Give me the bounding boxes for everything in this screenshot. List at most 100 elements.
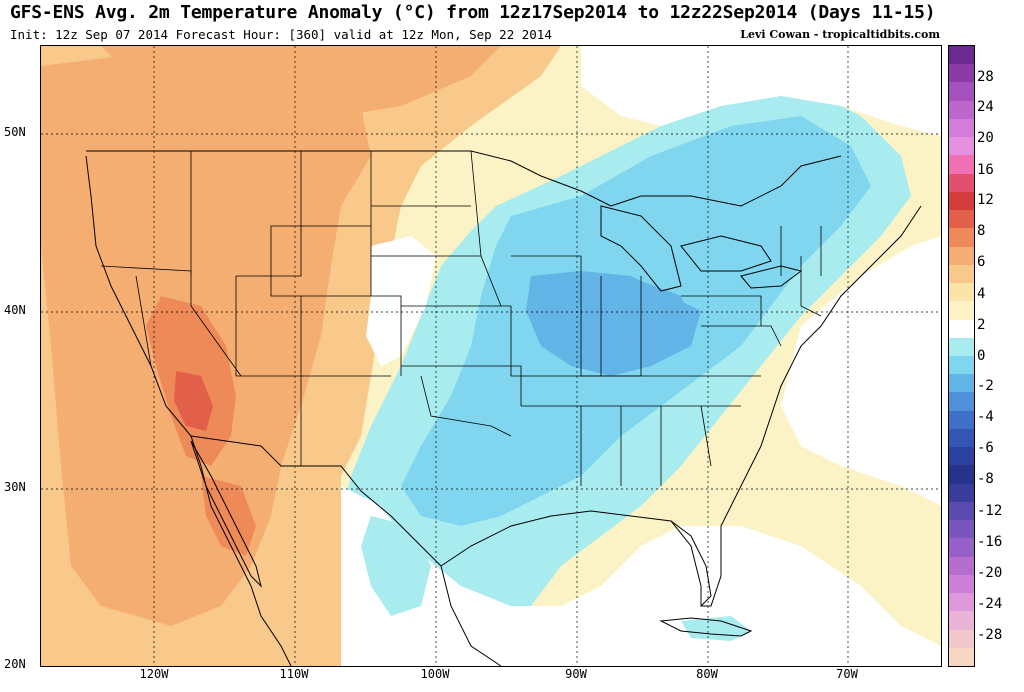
neutral-zone-canada <box>581 46 941 136</box>
state-line <box>401 365 522 406</box>
colorbar-tick-label: 6 <box>977 254 986 270</box>
colorbar-swatch <box>949 210 974 229</box>
state-line <box>100 265 192 276</box>
lon-label-90w: 90W <box>565 667 587 681</box>
colorbar-swatch <box>949 283 974 302</box>
cold-core-ohio-valley <box>601 281 691 346</box>
state-line <box>420 375 512 437</box>
state-line <box>700 405 712 467</box>
state-line <box>135 275 152 367</box>
gulf-coast-outline <box>440 205 922 607</box>
colorbar-tick-label: 12 <box>977 192 994 208</box>
colorbar-swatch <box>949 501 974 521</box>
state-line <box>236 151 302 277</box>
colorbar-swatch <box>949 264 974 284</box>
colorbar-swatch <box>949 82 974 102</box>
colorbar-swatch <box>949 246 974 266</box>
colorbar-swatch <box>949 556 974 576</box>
map-outlines <box>85 150 922 666</box>
colorbar-swatch <box>949 374 974 393</box>
colorbar-swatch <box>949 647 974 667</box>
graticule <box>41 46 941 666</box>
lat-label-20n: 20N <box>4 657 26 671</box>
map-canvas <box>41 46 941 666</box>
neutral-zone-gulf <box>341 486 941 666</box>
colorbar-swatch <box>949 301 974 321</box>
lon-label-100w: 100W <box>420 667 450 681</box>
colorbar-swatch <box>949 46 974 65</box>
colorbar-swatch <box>949 538 974 558</box>
colorbar-swatch <box>949 64 974 83</box>
lat-label-40n: 40N <box>4 303 26 317</box>
state-line <box>510 306 581 377</box>
state-line <box>800 256 822 317</box>
colorbar-swatch <box>949 356 974 375</box>
colorbar-tick-label: 0 <box>977 348 986 364</box>
colorbar-swatch <box>949 118 974 138</box>
colorbar-swatch <box>949 410 974 430</box>
colorbar-tick-label: -6 <box>977 440 994 456</box>
colorbar-tick-label: 8 <box>977 223 986 239</box>
lat-label-50n: 50N <box>4 125 26 139</box>
colorbar-swatch <box>949 465 974 485</box>
lon-label-120w: 120W <box>139 667 169 681</box>
baja-outline <box>190 440 262 588</box>
colorbar-swatch <box>949 319 974 339</box>
colorbar-tick-label: 24 <box>977 99 994 115</box>
colorbar-tick-label: -20 <box>977 565 1003 581</box>
colorbar-swatch <box>949 483 974 503</box>
great-lakes-outline <box>600 205 803 292</box>
colorbar-swatch <box>949 520 974 539</box>
colorbar-tick-label: 20 <box>977 130 994 146</box>
state-line <box>190 151 242 377</box>
colorbar-tick-label: -2 <box>977 378 994 394</box>
cold-finger-texas <box>361 516 431 616</box>
colorbar-swatch <box>949 447 974 466</box>
neutral-zone-atlantic <box>781 236 941 506</box>
colorbar-swatch <box>949 228 974 248</box>
colorbar-tick-label: 16 <box>977 162 994 178</box>
warm-region-northwest <box>101 46 501 116</box>
us-mexico-border <box>190 435 442 567</box>
colorbar-tick-label: 28 <box>977 69 994 85</box>
colorbar-tick-label: 4 <box>977 286 986 302</box>
colorbar-swatch <box>949 155 974 175</box>
map-title: GFS-ENS Avg. 2m Temperature Anomaly (°C)… <box>10 2 936 23</box>
colorbar-swatch <box>949 428 974 448</box>
colorbar-tick-label: -12 <box>977 503 1003 519</box>
lat-label-30n: 30N <box>4 480 26 494</box>
colorbar-swatch <box>949 137 974 156</box>
lon-label-80w: 80W <box>696 667 718 681</box>
colorbar-tick-label: -8 <box>977 471 994 487</box>
state-line <box>701 325 782 347</box>
state-line <box>470 150 502 307</box>
colorbar-tick-label: -28 <box>977 627 1003 643</box>
colorbar-tick-label: -16 <box>977 534 1003 550</box>
colorbar-tick-label: 2 <box>977 317 986 333</box>
colorbar-tick-label: -4 <box>977 409 994 425</box>
colorbar-swatch <box>949 629 974 649</box>
colorbar-swatch <box>949 173 974 193</box>
mexico-gulf-coast <box>440 565 502 666</box>
colorbar-swatch <box>949 337 974 357</box>
warm-core-hotspot <box>174 371 213 431</box>
cuba-outline <box>659 617 753 637</box>
lon-label-70w: 70W <box>836 667 858 681</box>
warm-patch-mexico <box>201 476 256 556</box>
cold-patch-caribbean <box>681 616 751 641</box>
colorbar-swatch <box>949 593 974 612</box>
colorbar-swatch <box>949 392 974 412</box>
lon-label-110w: 110W <box>279 667 309 681</box>
state-borders <box>100 150 822 486</box>
colorbar <box>948 45 975 667</box>
credit-text: Levi Cowan - tropicaltidbits.com <box>740 28 940 41</box>
florida-outline <box>670 520 712 607</box>
colorbar-swatch <box>949 611 974 631</box>
us-canada-border <box>86 150 842 207</box>
temperature-anomaly-map <box>40 45 942 667</box>
colorbar-tick-label: -24 <box>977 596 1003 612</box>
colorbar-swatch <box>949 100 974 120</box>
colorbar-swatch <box>949 191 974 211</box>
map-subtitle: Init: 12z Sep 07 2014 Forecast Hour: [36… <box>10 27 552 42</box>
colorbar-swatch <box>949 574 974 594</box>
